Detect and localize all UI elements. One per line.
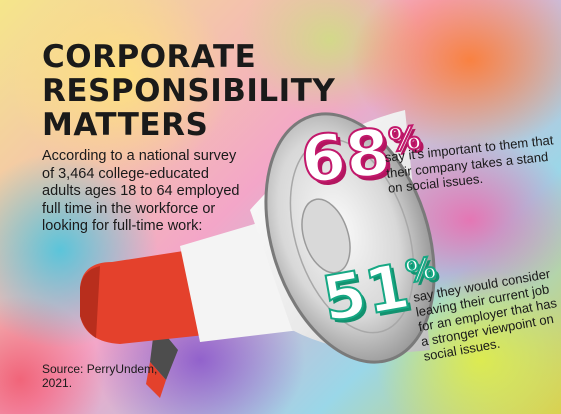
title-line-1: CORPORATE [42,39,257,75]
survey-description: According to a national survey of 3,464 … [42,148,240,234]
title-line-3: MATTERS [42,107,209,143]
stat-51-percent: % [402,250,440,292]
page-title: CORPORATE RESPONSIBILITY MATTERS [42,40,335,142]
stat-51-value: 51 [316,248,416,337]
source-citation: Source: PerryUndem, 2021. [42,362,158,390]
stat-68-value: 68 [296,115,394,200]
title-line-2: RESPONSIBILITY [42,73,336,109]
